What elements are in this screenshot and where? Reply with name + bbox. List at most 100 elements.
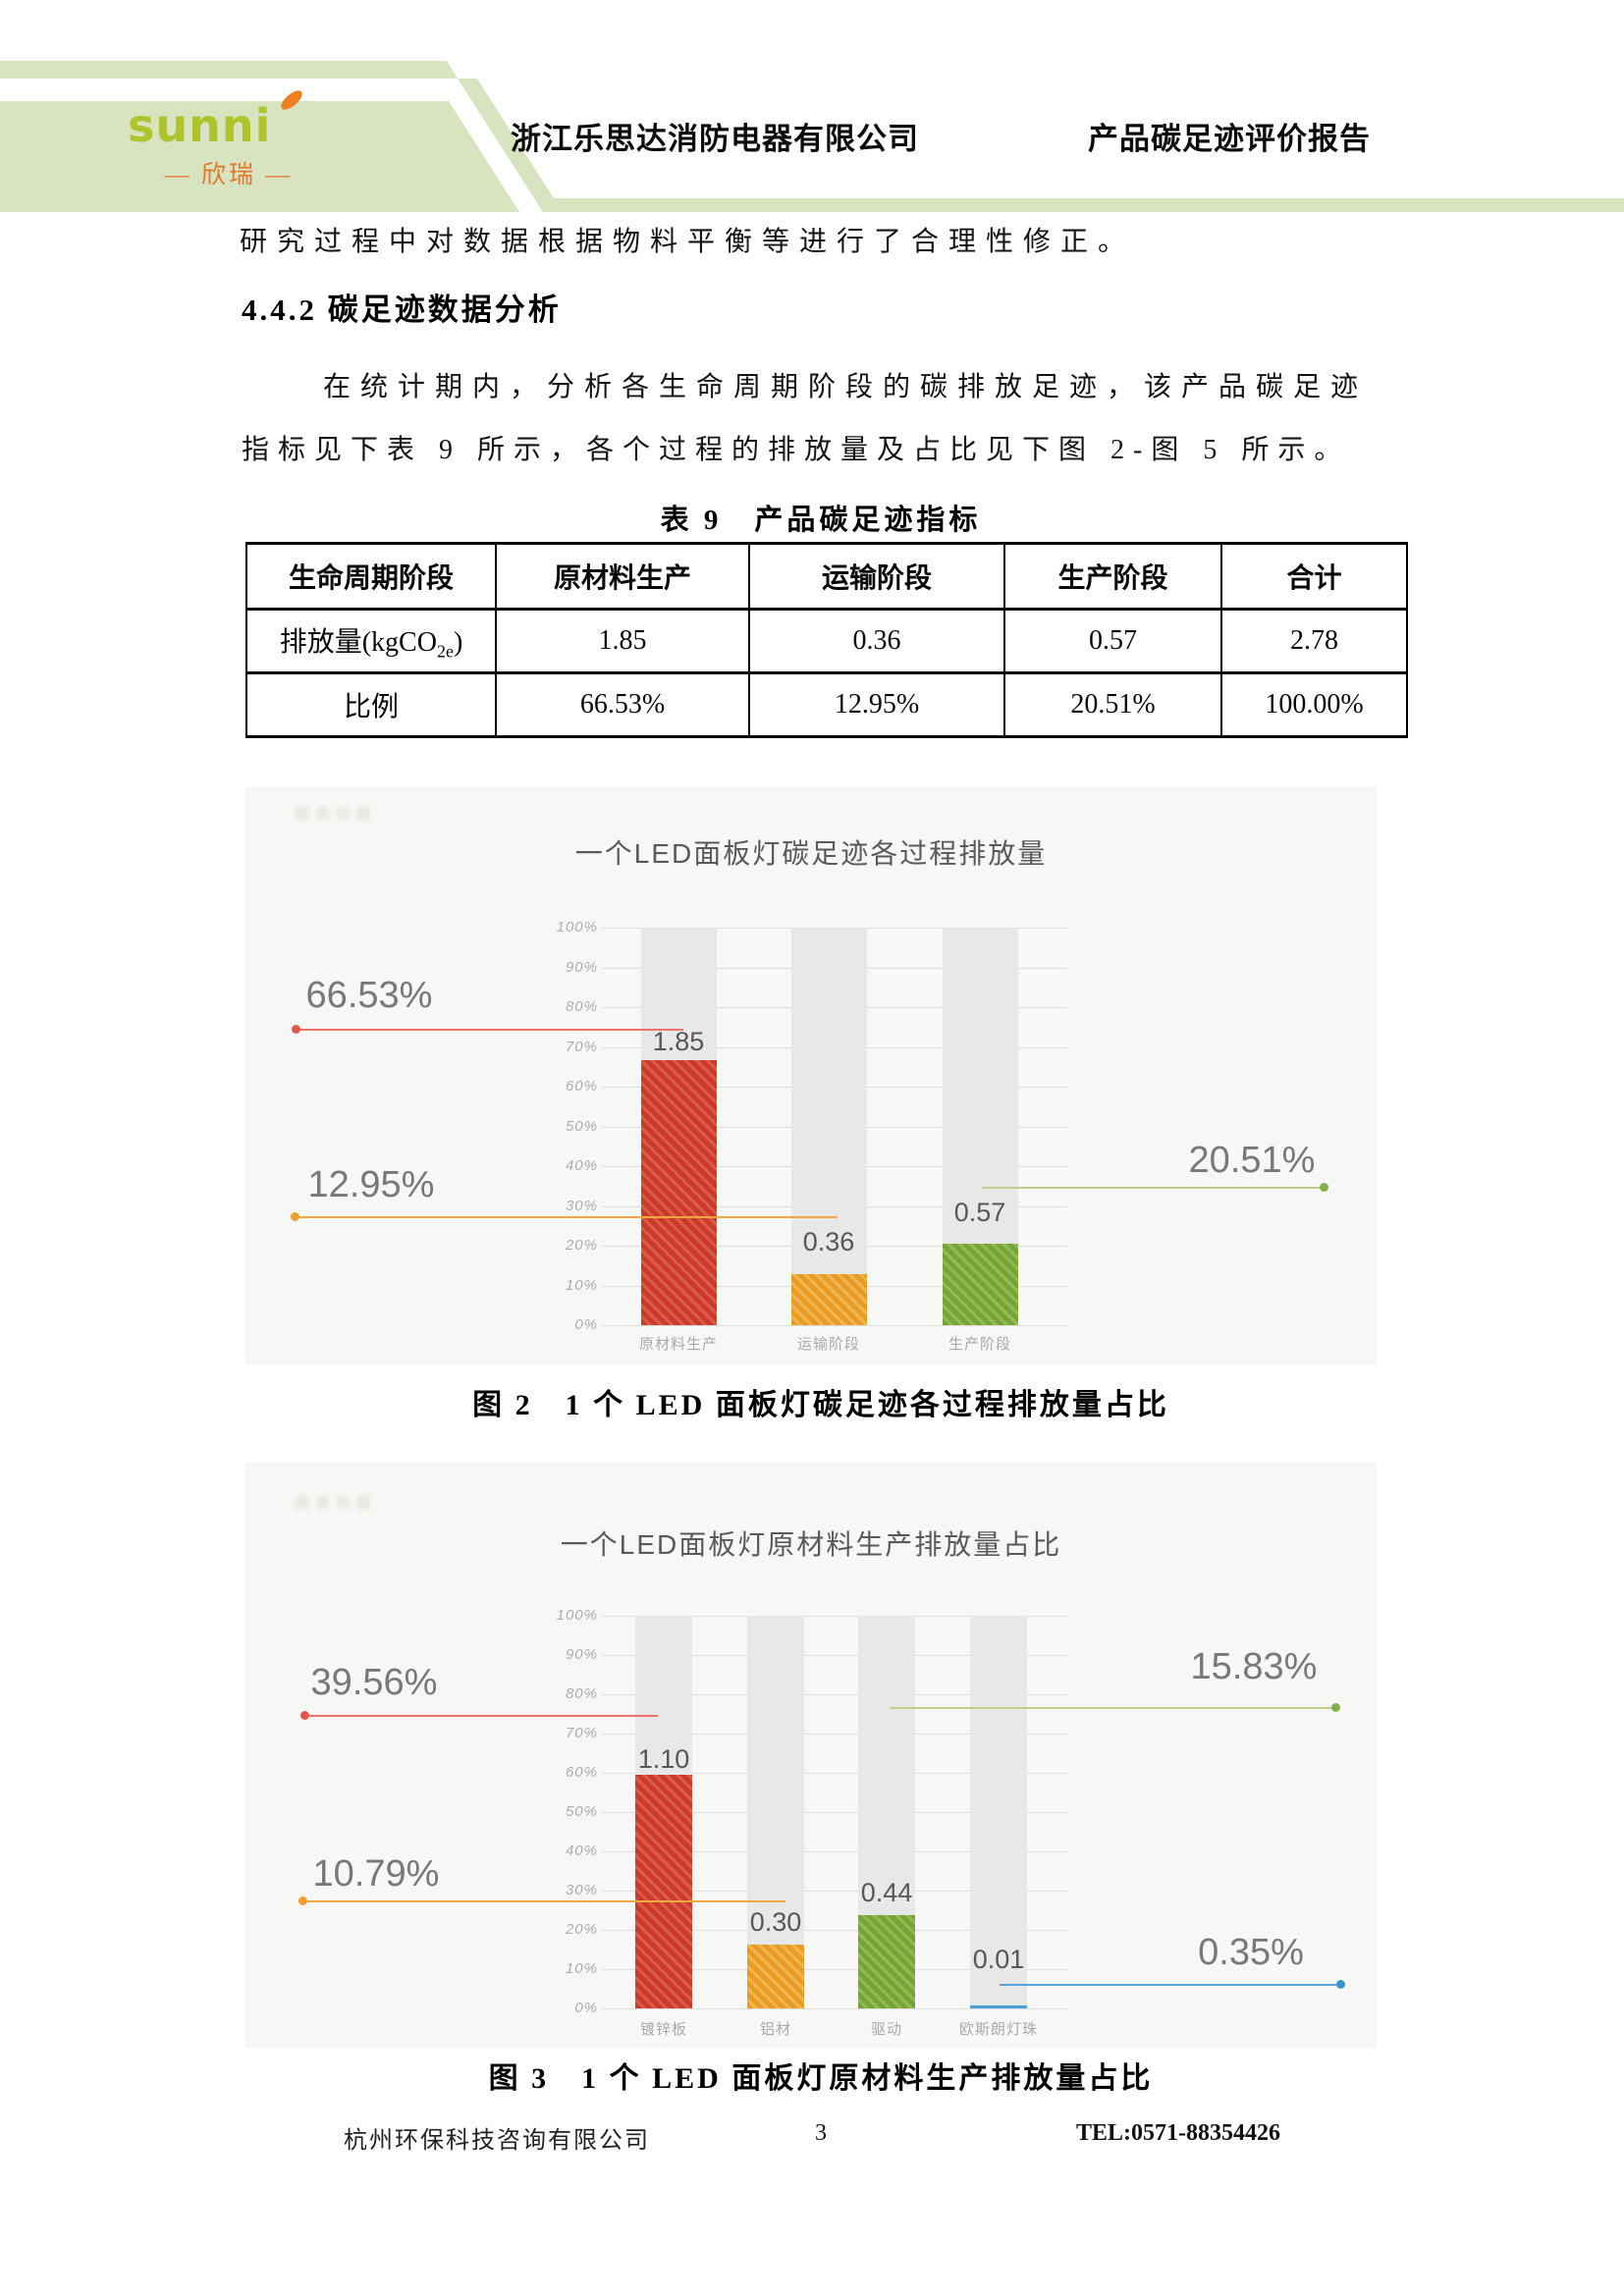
callout-dot-icon (298, 1896, 307, 1905)
bar-value-label: 1.85 (652, 1027, 705, 1056)
callout-dot-icon (291, 1212, 299, 1221)
callout-dot-icon (1320, 1183, 1328, 1192)
callout-dot-icon (1331, 1703, 1340, 1712)
chart-watermark: 图表标题 (295, 1495, 378, 1512)
chart-gridline (602, 1891, 1067, 1892)
table-cell-value: 0.36 (748, 608, 1005, 674)
table-cell-value: 1.85 (495, 608, 750, 674)
callout-leader-line (982, 1187, 1324, 1189)
banner-bottom-stripe (554, 198, 1624, 212)
callout-dot-icon (300, 1711, 309, 1720)
callout-leader-line (295, 1216, 838, 1218)
bar-value-label: 1.10 (637, 1744, 690, 1774)
banner-top-stripe (0, 61, 458, 79)
y-axis-tick-label: 70% (565, 1725, 598, 1741)
header-banner (0, 61, 1624, 212)
bar-value-label: 0.57 (953, 1198, 1006, 1227)
y-axis-tick-label: 90% (565, 1646, 598, 1663)
chart-title: 一个LED面板灯原材料生产排放量占比 (560, 1529, 1062, 1560)
table-header-cell: 原材料生产 (495, 542, 750, 611)
chart-gridline (602, 1694, 1067, 1695)
percent-callout-label: 15.83% (1190, 1646, 1318, 1687)
callout-dot-icon (1336, 1980, 1345, 1989)
y-axis-tick-label: 60% (565, 1078, 598, 1095)
table-cell-value: 100.00% (1220, 671, 1408, 738)
y-axis-tick-label: 0% (574, 2000, 598, 2016)
bar-value-label: 0.30 (749, 1907, 802, 1937)
table-header-cell: 合计 (1220, 542, 1408, 611)
y-axis-tick-label: 80% (565, 998, 598, 1015)
chart-gridline (602, 1930, 1067, 1931)
y-axis-tick-label: 30% (565, 1882, 598, 1898)
percent-callout-label: 0.35% (1198, 1932, 1304, 1973)
table-row-emission: 排放量(kgCO2e) 1.85 0.36 0.57 2.78 (245, 608, 1408, 674)
category-background-column (790, 928, 867, 1325)
chart-watermark: 图表标题 (295, 806, 378, 823)
bar-运输阶段 (790, 1274, 867, 1325)
table-cell-value: 0.57 (1003, 608, 1222, 674)
chart-process-emissions: 一个LED面板灯碳足迹各过程排放量 图表标题 0% 10% 20% 30% 40% 50% 60… (245, 787, 1377, 1364)
bar-原材料生产 (640, 1060, 717, 1325)
chart-title: 一个LED面板灯碳足迹各过程排放量 (574, 838, 1048, 869)
y-axis-tick-label: 10% (565, 1276, 598, 1294)
x-axis-category-label: 原材料生产 (638, 1336, 718, 1353)
intro-paragraph: 研究过程中对数据根据物料平衡等进行了合理性修正。 (240, 227, 1136, 257)
x-axis-category-label: 铝材 (759, 2021, 791, 2038)
bar-铝材 (747, 1945, 804, 2008)
x-axis-category-label: 生产阶段 (947, 1336, 1011, 1353)
category-background-column (747, 1616, 804, 2008)
footer-telephone: TEL:0571-88354426 (1075, 2120, 1280, 2146)
y-axis-tick-label: 80% (565, 1685, 598, 1702)
x-axis-category-label: 欧斯朗灯珠 (958, 2021, 1038, 2038)
banner-diagonal-strip (458, 79, 563, 212)
bar-欧斯朗灯珠 (970, 2005, 1027, 2008)
y-axis-tick-label: 40% (565, 1842, 598, 1859)
x-axis-category-label: 镀锌板 (639, 2021, 687, 2038)
paragraph-line-2: 指标见下表 9 所示，各个过程的排放量及占比见下图 2-图 5 所示。 (242, 435, 1351, 465)
logo-brand-text: sunni (128, 99, 272, 152)
bar-value-label: 0.01 (972, 1945, 1025, 1974)
percent-callout-label: 66.53% (305, 975, 433, 1016)
chart-gridline (602, 1969, 1067, 1970)
table-cell-value: 20.51% (1003, 671, 1222, 738)
chart-gridline (602, 1616, 1067, 1617)
table-row-ratio: 比例 66.53% 12.95% 20.51% 100.00% (245, 671, 1408, 738)
callout-leader-line (296, 1029, 683, 1031)
table-title: 表 9 产品碳足迹指标 (660, 505, 982, 536)
y-axis-tick-label: 30% (565, 1197, 598, 1214)
bar-镀锌板 (635, 1775, 692, 2008)
x-axis-category-label: 驱动 (870, 2021, 902, 2038)
percent-callout-label: 20.51% (1188, 1140, 1316, 1181)
paragraph-line-1: 在统计期内，分析各生命周期阶段的碳排放足迹，该产品碳足迹 (323, 372, 1369, 402)
figure-3-caption: 图 3 1 个 LED 面板灯原材料生产排放量占比 (488, 2062, 1154, 2095)
section-heading: 4.4.2 碳足迹数据分析 (242, 293, 562, 327)
table-header-row: 生命周期阶段 原材料生产 运输阶段 生产阶段 合计 (245, 542, 1408, 611)
bar-生产阶段 (942, 1244, 1018, 1325)
footer-company: 杭州环保科技咨询有限公司 (344, 2128, 650, 2154)
y-axis-tick-label: 20% (565, 1237, 598, 1254)
chart-gridline (602, 1734, 1067, 1735)
y-axis-tick-label: 50% (565, 1803, 598, 1820)
table-row-label: 排放量(kgCO2e) (245, 608, 497, 674)
table-cell-value: 66.53% (495, 671, 750, 738)
callout-leader-line (890, 1707, 1335, 1709)
table-row-label: 比例 (245, 671, 497, 738)
category-background-column (970, 1616, 1027, 2008)
banner-logo-block (0, 101, 519, 212)
y-axis-tick-label: 50% (565, 1117, 598, 1135)
y-axis-tick-label: 100% (556, 1607, 598, 1624)
y-axis-tick-label: 90% (565, 958, 598, 976)
y-axis-tick-label: 0% (574, 1316, 598, 1333)
y-axis-tick-label: 10% (565, 1960, 598, 1977)
bar-value-label: 0.36 (802, 1227, 855, 1256)
x-axis-category-label: 运输阶段 (796, 1336, 860, 1353)
bar-驱动 (858, 1915, 915, 2008)
y-axis-tick-label: 40% (565, 1157, 598, 1174)
callout-leader-line (302, 1900, 785, 1902)
percent-callout-label: 12.95% (307, 1164, 435, 1205)
bar-value-label: 0.44 (860, 1878, 913, 1907)
chart-gridline (602, 1325, 1067, 1326)
figure-2-caption: 图 2 1 个 LED 面板灯碳足迹各过程排放量占比 (472, 1389, 1169, 1421)
footer-page-number: 3 (815, 2120, 827, 2146)
